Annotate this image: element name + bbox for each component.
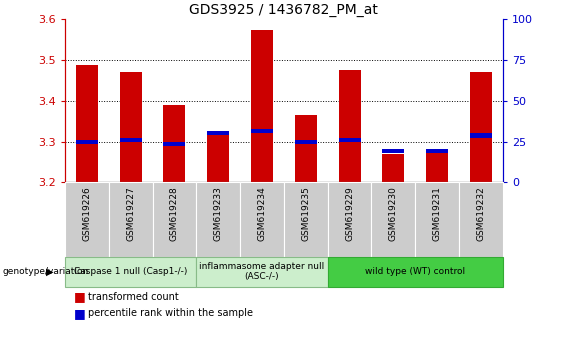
Bar [295, 141, 317, 144]
Bar [426, 153, 448, 182]
Text: GSM619226: GSM619226 [82, 186, 92, 241]
Text: inflammasome adapter null
(ASC-/-): inflammasome adapter null (ASC-/-) [199, 262, 325, 281]
Bar [338, 70, 360, 182]
Text: wild type (WT) control: wild type (WT) control [365, 267, 466, 276]
Text: GSM619228: GSM619228 [170, 186, 179, 241]
Text: GSM619227: GSM619227 [126, 186, 135, 241]
Bar [197, 257, 328, 287]
Bar [108, 182, 153, 257]
Text: ■: ■ [73, 291, 85, 303]
Text: Caspase 1 null (Casp1-/-): Caspase 1 null (Casp1-/-) [74, 267, 188, 276]
Bar [163, 105, 185, 182]
Text: GSM619231: GSM619231 [433, 186, 442, 241]
Text: transformed count: transformed count [88, 292, 179, 302]
Bar [372, 182, 415, 257]
Bar [153, 182, 197, 257]
Bar [415, 182, 459, 257]
Bar [65, 182, 109, 257]
Title: GDS3925 / 1436782_PM_at: GDS3925 / 1436782_PM_at [189, 3, 379, 17]
Bar [240, 182, 284, 257]
Bar [163, 142, 185, 147]
Bar [197, 182, 240, 257]
Text: GSM619233: GSM619233 [214, 186, 223, 241]
Bar [76, 65, 98, 182]
Bar [459, 182, 503, 257]
Bar [328, 257, 503, 287]
Bar [383, 149, 405, 153]
Text: percentile rank within the sample: percentile rank within the sample [88, 308, 253, 318]
Bar [328, 182, 372, 257]
Text: GSM619235: GSM619235 [301, 186, 310, 241]
Bar [470, 72, 492, 182]
Bar [284, 182, 328, 257]
Text: GSM619234: GSM619234 [258, 186, 267, 241]
Bar [120, 72, 142, 182]
Bar [65, 257, 197, 287]
Bar [251, 129, 273, 133]
Text: genotype/variation: genotype/variation [3, 267, 89, 276]
Text: ▶: ▶ [46, 267, 54, 277]
Bar [207, 136, 229, 182]
Bar [426, 149, 448, 153]
Bar [470, 133, 492, 137]
Bar [383, 154, 405, 182]
Text: GSM619232: GSM619232 [476, 186, 485, 241]
Text: ■: ■ [73, 307, 85, 320]
Bar [338, 137, 360, 142]
Text: GSM619230: GSM619230 [389, 186, 398, 241]
Bar [251, 30, 273, 182]
Bar [207, 131, 229, 136]
Bar [295, 115, 317, 182]
Bar [120, 137, 142, 142]
Text: GSM619229: GSM619229 [345, 186, 354, 241]
Bar [76, 139, 98, 144]
